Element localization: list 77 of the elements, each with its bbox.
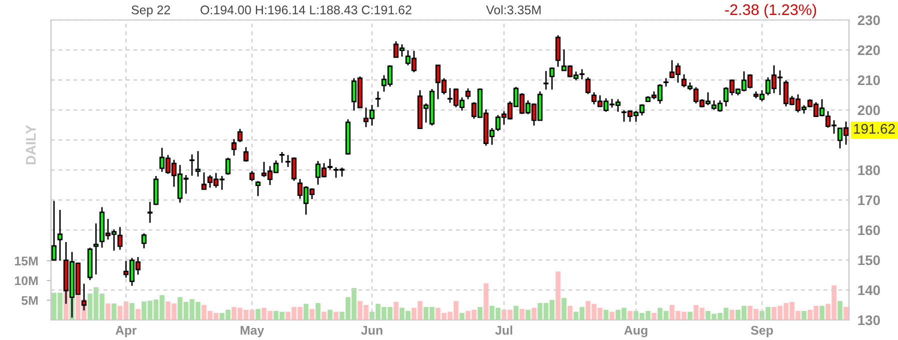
text: O:194.00 H:196.14 L:188.43 C:191.62 — [200, 6, 412, 14]
y2-tick-label: 5M — [22, 296, 38, 305]
bar — [688, 312, 692, 320]
bar — [328, 310, 332, 320]
x-tick-label: May — [240, 326, 264, 338]
candlestick — [201, 172, 207, 190]
x-tick-label: Jun — [361, 326, 382, 335]
candlestick — [231, 138, 237, 156]
y-tick-label: 220 — [858, 45, 880, 56]
y-tick-label: 180 — [858, 165, 880, 176]
y-tick-label: 210 — [858, 75, 880, 86]
bar — [520, 308, 524, 320]
y-tick-label: 200 — [858, 105, 880, 116]
candlestick — [147, 201, 153, 224]
text: Sep 22 — [132, 6, 170, 17]
y-tick-label: 160 — [858, 225, 880, 236]
candlestick — [255, 180, 261, 197]
bar — [304, 304, 308, 320]
bar — [256, 308, 260, 320]
candlestick — [543, 70, 549, 90]
y-tick-label: 170 — [858, 195, 880, 206]
bar — [334, 312, 338, 320]
bar — [112, 303, 116, 320]
candlestick — [195, 150, 201, 178]
y2-tick-label: 15M — [14, 256, 38, 266]
candlestick — [279, 151, 285, 164]
bar — [478, 306, 482, 320]
y-tick-label: 140 — [858, 285, 880, 296]
x-tick-label: Sep — [750, 326, 773, 338]
candlestick — [189, 154, 195, 176]
text: 191.62 — [854, 124, 895, 134]
candlestick — [243, 146, 249, 162]
bar — [322, 312, 326, 320]
bar — [130, 303, 134, 320]
candlestick — [141, 232, 147, 249]
x-tick-label: Jul — [495, 326, 512, 335]
x-tick-label: Apr — [116, 326, 137, 338]
candlestick — [555, 34, 561, 68]
bar — [310, 308, 314, 320]
bar — [484, 283, 488, 320]
bar — [610, 312, 614, 320]
bar — [562, 298, 566, 320]
bar — [628, 310, 632, 320]
bar — [394, 302, 398, 320]
candlestick — [237, 128, 243, 143]
bar — [556, 271, 560, 320]
bar — [316, 303, 320, 320]
bar — [838, 301, 842, 320]
candlestick — [549, 66, 555, 90]
candlestick — [465, 88, 471, 100]
candlestick — [93, 222, 99, 276]
candlestick — [51, 200, 57, 262]
y-tick-label: 150 — [858, 255, 880, 266]
bar — [136, 308, 140, 320]
bar — [844, 306, 848, 320]
bar — [514, 306, 518, 320]
y-tick-label: 130 — [858, 315, 880, 326]
candlestick — [375, 90, 381, 108]
bar — [652, 312, 656, 320]
bar — [460, 312, 464, 320]
bar — [802, 310, 806, 320]
x-tick-label: Aug — [624, 326, 648, 338]
candlestick — [57, 209, 63, 262]
bar — [532, 308, 536, 320]
text: Vol:3.35M — [486, 5, 541, 14]
bar — [106, 303, 110, 320]
bar — [568, 306, 572, 320]
bar — [526, 310, 530, 320]
y-tick-label: 230 — [858, 15, 880, 26]
candlestick — [225, 157, 231, 176]
bar — [820, 306, 824, 320]
bar — [604, 310, 608, 320]
bar — [730, 310, 734, 320]
text: -2.38 (1.23%) — [725, 4, 816, 18]
candlestick — [585, 76, 591, 95]
candlestick — [249, 170, 255, 182]
y2-tick-label: 10M — [14, 276, 38, 286]
